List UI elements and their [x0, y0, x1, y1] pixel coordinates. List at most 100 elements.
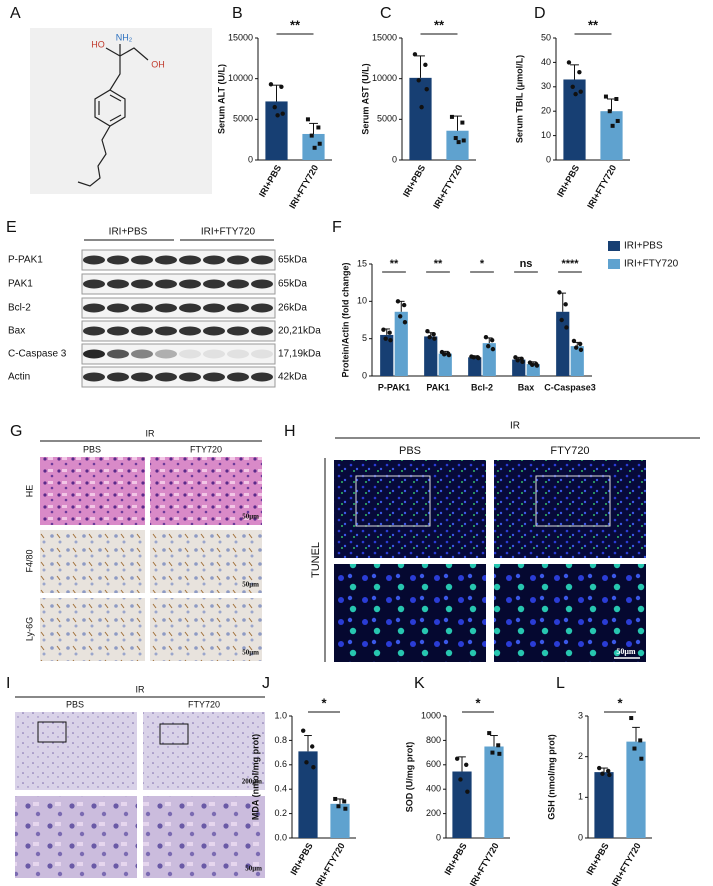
panel-letter: G	[10, 423, 22, 440]
data-point	[311, 765, 316, 770]
blot-band	[155, 372, 177, 382]
atom-label: HO	[91, 39, 105, 49]
y-tick-label: 10000	[228, 73, 253, 83]
data-point	[387, 330, 392, 335]
bar	[563, 79, 586, 160]
column-label: FTY720	[188, 699, 220, 709]
micrograph	[15, 712, 137, 790]
blot-band	[107, 349, 129, 359]
blot-band	[251, 372, 273, 382]
data-point	[310, 744, 315, 749]
blot-band	[227, 349, 249, 359]
data-point	[419, 104, 424, 110]
column-label: FTY720	[190, 444, 222, 454]
y-tick-label: 0.8	[274, 735, 287, 745]
panel-letter: J	[262, 675, 270, 692]
data-point	[570, 84, 575, 90]
blot-band	[131, 349, 153, 359]
micrograph	[494, 564, 646, 662]
atom-label: OH	[151, 59, 165, 69]
data-point	[312, 145, 317, 150]
blot-band	[227, 372, 249, 382]
scale-label: 50μm	[242, 581, 259, 589]
data-point	[453, 136, 458, 141]
row-label: HE	[24, 485, 34, 498]
bar	[452, 771, 472, 838]
y-tick-label: 600	[426, 759, 441, 769]
blot-band	[203, 349, 225, 359]
y-axis-label: Protein/Actin (fold change)	[340, 262, 350, 377]
blot-size: 42kDa	[278, 372, 307, 383]
y-tick-label: 10	[541, 130, 551, 140]
data-point	[305, 117, 310, 122]
y-tick-label: 0.0	[274, 832, 287, 842]
significance-label: *	[475, 695, 481, 710]
data-point	[304, 760, 309, 765]
data-point	[280, 111, 285, 116]
y-tick-label: 5000	[377, 114, 397, 124]
data-point	[336, 804, 341, 809]
data-point	[381, 327, 386, 332]
x-tick-label: Bax	[518, 382, 535, 392]
blot-band	[251, 255, 273, 265]
data-point	[515, 358, 520, 363]
bar	[380, 334, 394, 376]
column-label: FTY720	[550, 445, 589, 457]
blot-band	[155, 279, 177, 289]
data-point	[614, 97, 619, 101]
blot-protein: PAK1	[8, 279, 33, 290]
x-tick-label: IRI+PBS	[442, 841, 468, 877]
x-tick-label: PAK1	[426, 382, 449, 392]
x-tick-label: IRI+PBS	[288, 841, 314, 877]
x-tick-label: IRI+FTY720	[287, 163, 320, 210]
y-tick-label: 5000	[233, 114, 253, 124]
bar	[265, 101, 288, 160]
blot-band	[131, 326, 153, 336]
blot-protein: Bcl-2	[8, 303, 31, 314]
histology-header: IR	[146, 428, 156, 438]
micrograph	[40, 530, 145, 593]
data-point	[432, 336, 437, 341]
y-tick-label: 0	[578, 832, 583, 842]
blot-band	[83, 326, 105, 336]
micrograph	[150, 598, 262, 661]
blot-protein: C-Caspase 3	[8, 349, 67, 360]
data-point	[343, 806, 348, 811]
blot-strip	[81, 366, 276, 388]
data-point	[461, 138, 466, 143]
blot-group: IRI+PBS	[109, 227, 148, 238]
bar	[330, 803, 350, 838]
column-label: PBS	[399, 445, 421, 457]
y-tick-label: 10000	[372, 73, 397, 83]
blot-protein: Actin	[8, 372, 30, 383]
significance-label: **	[588, 17, 599, 32]
blot-band	[227, 326, 249, 336]
blot-band	[179, 349, 201, 359]
micrograph	[143, 796, 265, 878]
data-point	[607, 109, 612, 114]
data-point	[483, 334, 489, 340]
data-point	[639, 756, 644, 761]
y-tick-label: 5	[362, 333, 367, 343]
x-tick-label: IRI+FTY720	[431, 163, 464, 210]
data-point	[301, 728, 306, 733]
y-tick-label: 200	[426, 808, 441, 818]
panel-letter: H	[284, 423, 296, 440]
column-label: PBS	[83, 444, 101, 454]
blot-band	[83, 372, 105, 382]
blot-band	[251, 326, 273, 336]
micrograph	[40, 457, 145, 525]
blot-band	[131, 279, 153, 289]
data-point	[383, 336, 388, 341]
data-point	[557, 290, 562, 295]
panel-letter: D	[534, 5, 546, 22]
blot-band	[179, 326, 201, 336]
panel-letter: A	[10, 5, 21, 22]
y-tick-label: 1.0	[274, 710, 287, 720]
bar	[482, 343, 496, 376]
y-tick-label: 0	[362, 370, 367, 380]
data-point	[629, 716, 634, 721]
data-point	[574, 345, 579, 350]
blot-band	[131, 303, 153, 313]
bar	[626, 741, 646, 838]
